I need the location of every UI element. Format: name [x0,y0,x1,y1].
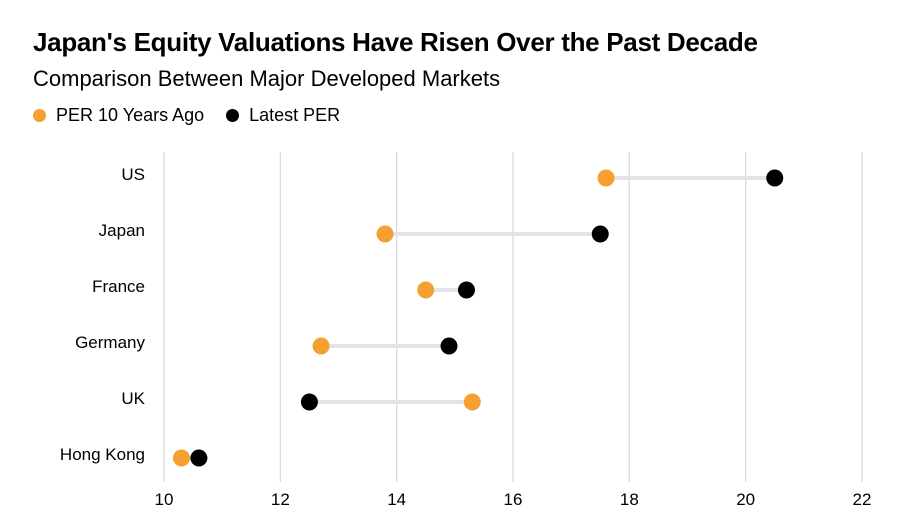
point-per-10-years-ago-germany [312,337,330,355]
legend: PER 10 Years Ago Latest PER [33,105,362,126]
data-points [172,169,784,467]
x-tick-label-20: 20 [736,490,755,509]
legend-item-latest-per: Latest PER [226,105,340,126]
x-tick-label-18: 18 [620,490,639,509]
x-tick-label-16: 16 [504,490,523,509]
point-per-10-years-ago-japan [376,225,394,243]
point-per-10-years-ago-us [597,169,615,187]
category-label-uk: UK [121,389,145,408]
legend-marker-latest-per [226,109,240,122]
point-latest-per-uk [300,393,318,411]
category-label-germany: Germany [75,333,145,352]
point-per-10-years-ago-hong-kong [172,449,190,467]
x-tick-label-22: 22 [853,490,872,509]
x-tick-label-12: 12 [271,490,290,509]
point-latest-per-hong-kong [190,449,208,467]
point-latest-per-japan [591,225,609,243]
point-per-10-years-ago-uk [463,393,481,411]
gridlines [163,152,863,482]
point-latest-per-germany [440,337,458,355]
legend-label-per-10-years-ago: PER 10 Years Ago [56,105,205,125]
category-label-france: France [92,277,145,296]
legend-marker-per-10-years-ago [33,109,46,122]
chart-title: Japan's Equity Valuations Have Risen Ove… [33,27,758,57]
legend-item-per-10-years-ago: PER 10 Years Ago [33,105,204,126]
point-latest-per-us [766,169,784,187]
point-latest-per-france [457,281,475,299]
x-axis-tick-labels: 10 12 14 16 18 20 22 [155,490,872,509]
connectors [181,176,775,460]
point-per-10-years-ago-france [417,281,435,299]
category-label-hong-kong: Hong Kong [60,445,145,464]
category-label-us: US [121,165,145,184]
legend-label-latest-per: Latest PER [249,105,341,125]
x-tick-label-10: 10 [155,490,174,509]
x-tick-label-14: 14 [387,490,406,509]
chart-subtitle: Comparison Between Major Developed Marke… [33,66,501,91]
category-labels: US Japan France Germany UK Hong Kong [60,165,146,464]
category-label-japan: Japan [99,221,145,240]
